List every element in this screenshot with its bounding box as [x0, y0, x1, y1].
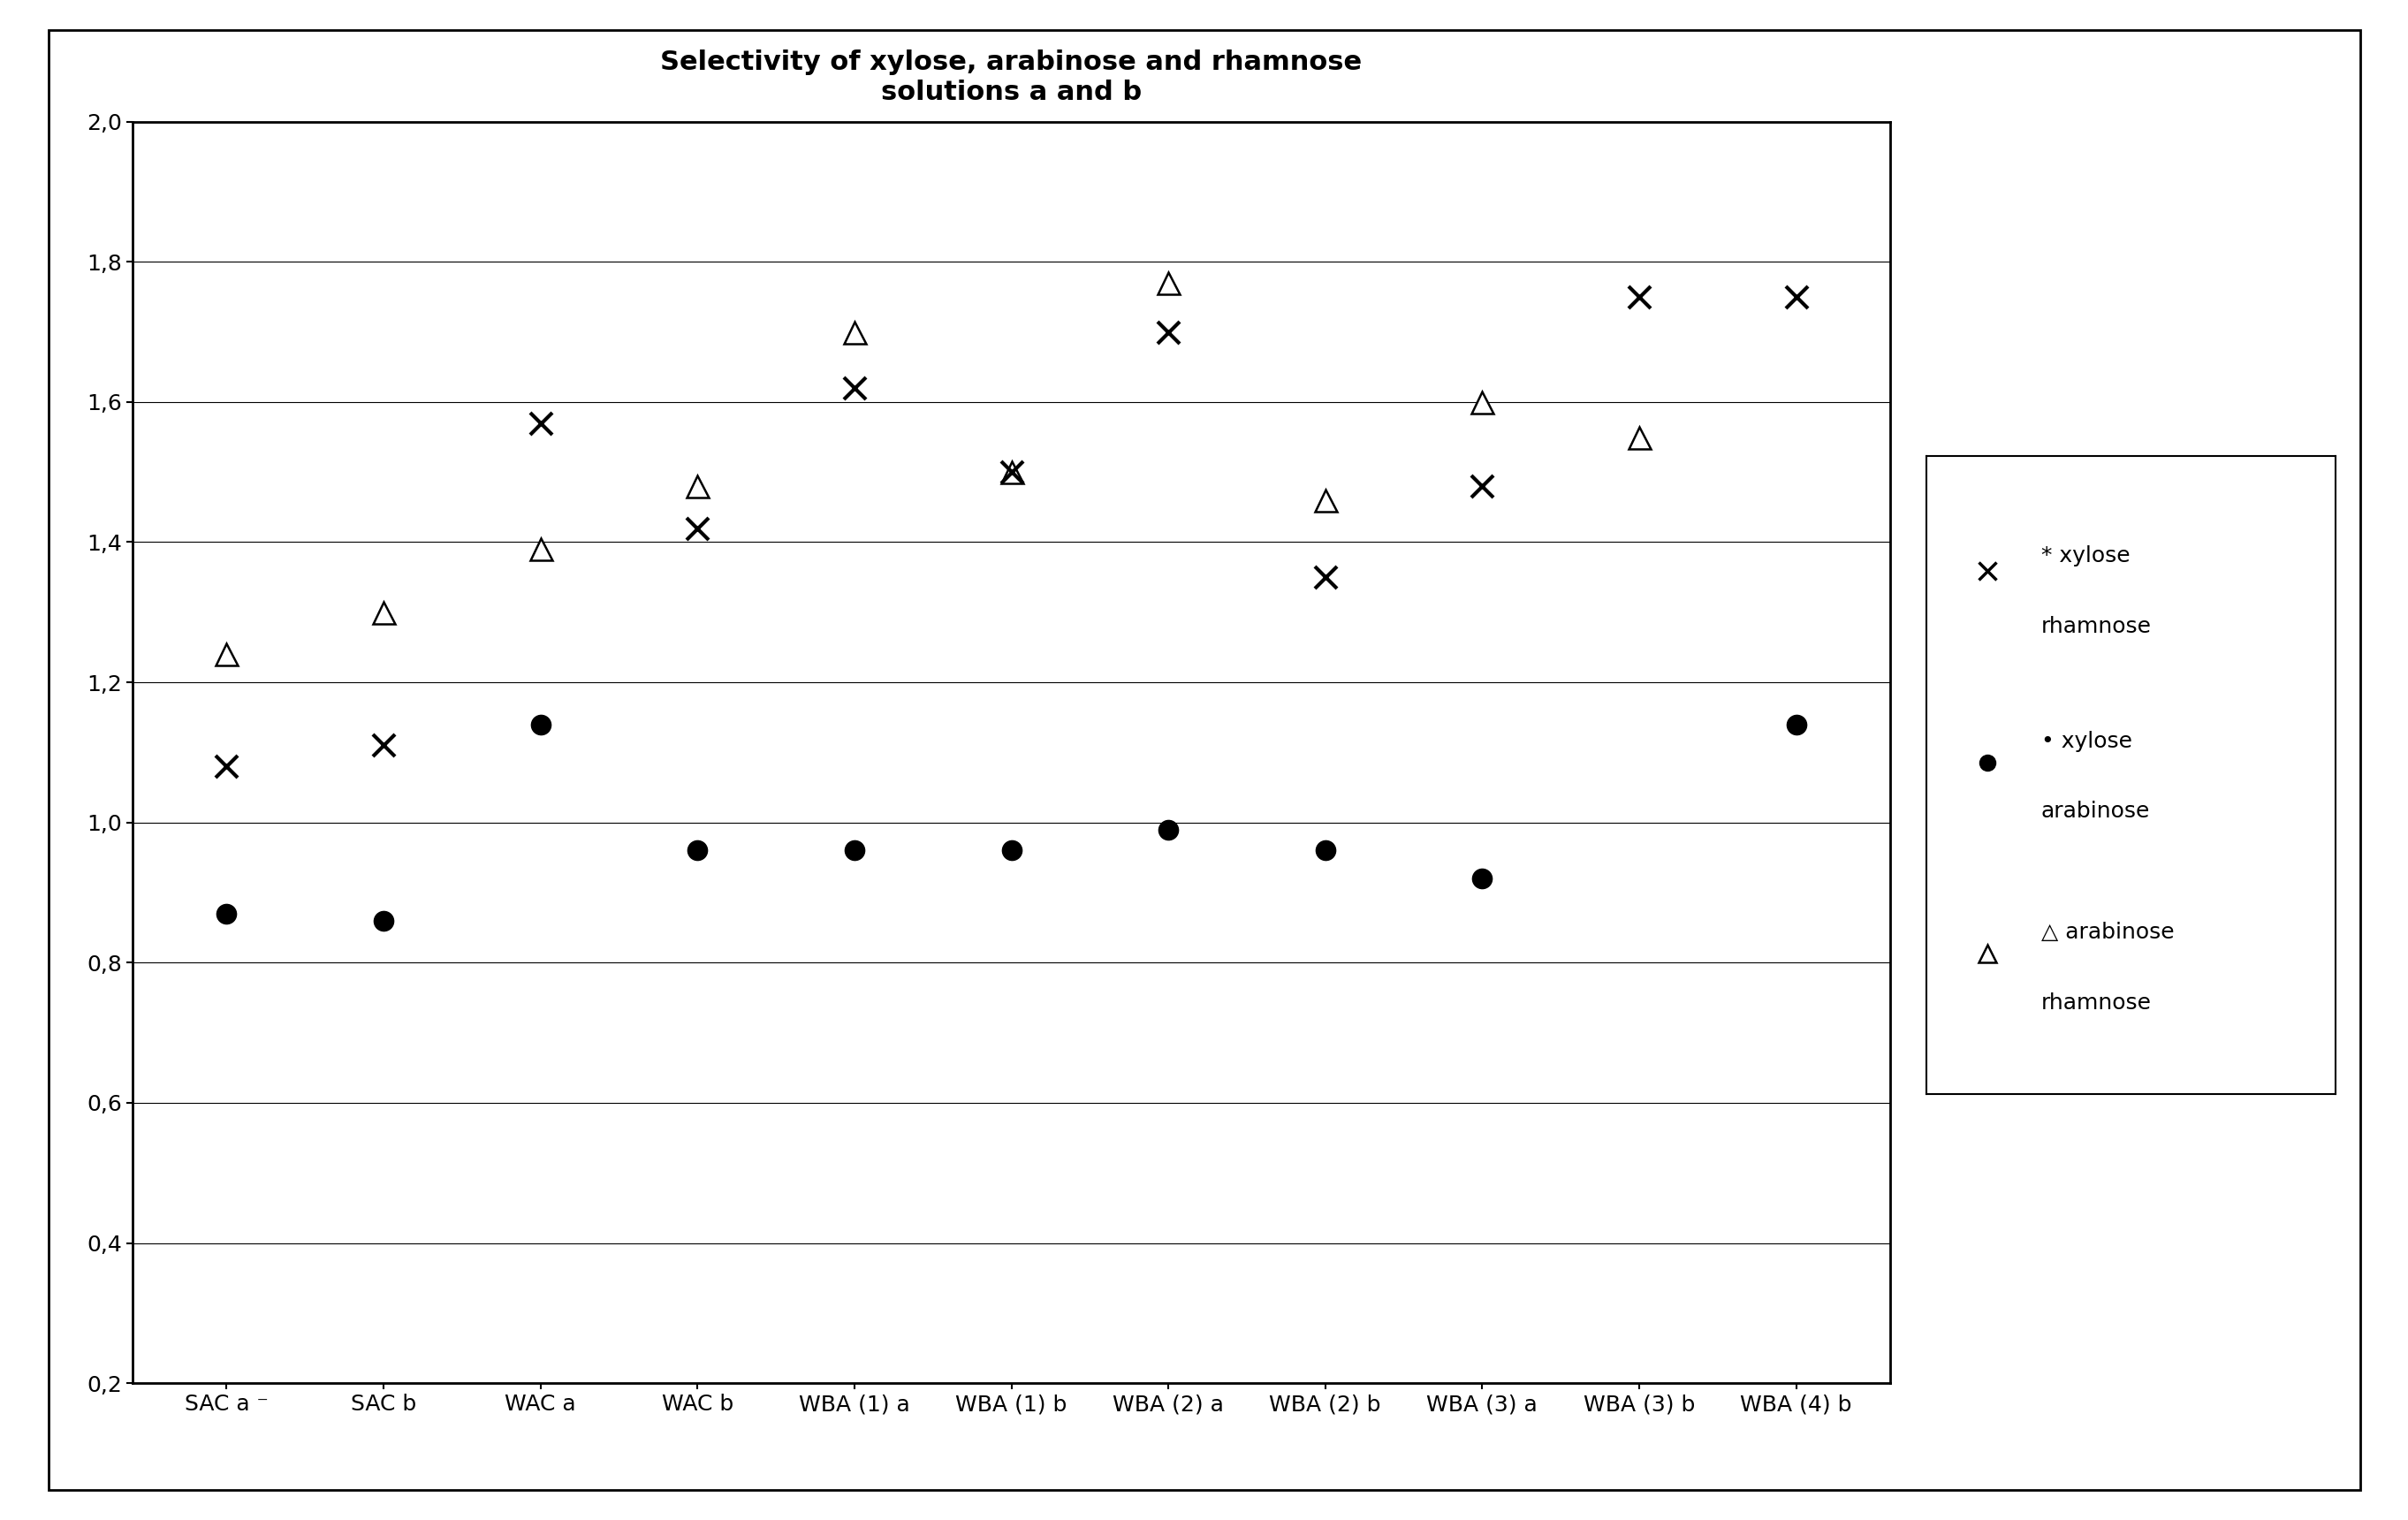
Text: arabinose: arabinose — [2042, 801, 2150, 822]
Text: rhamnose: rhamnose — [2042, 993, 2150, 1014]
Text: • xylose: • xylose — [2042, 731, 2131, 752]
Text: rhamnose: rhamnose — [2042, 616, 2150, 637]
Text: △ arabinose: △ arabinose — [2042, 923, 2174, 944]
Text: * xylose: * xylose — [2042, 546, 2131, 567]
Title: Selectivity of xylose, arabinose and rhamnose
solutions a and b: Selectivity of xylose, arabinose and rha… — [660, 50, 1363, 105]
